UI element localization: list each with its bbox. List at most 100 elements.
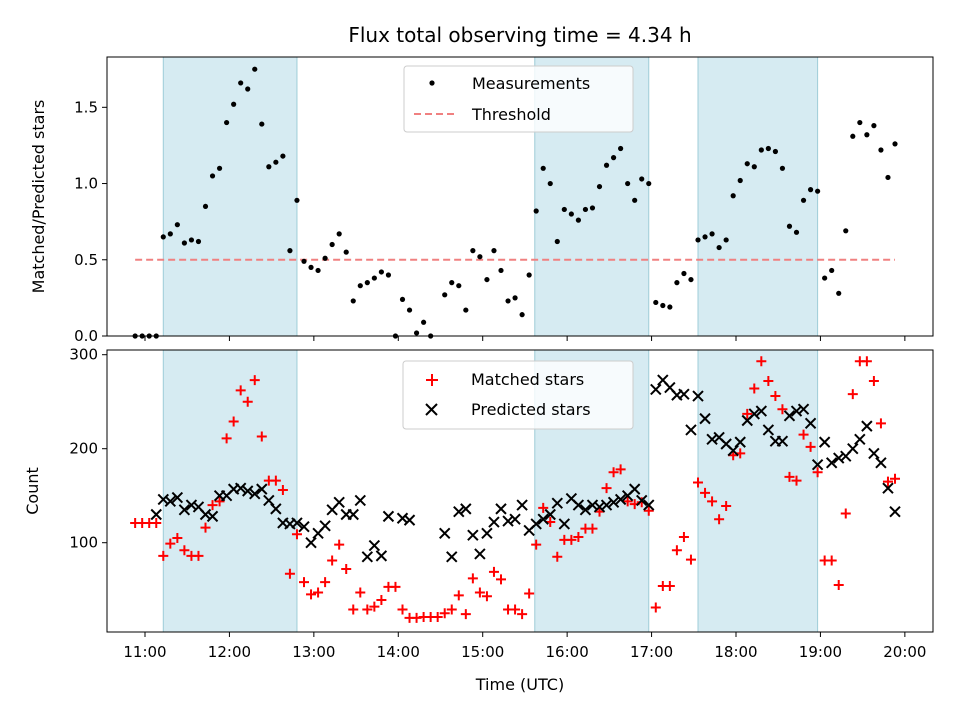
measurement-point: [695, 237, 701, 243]
count-panel: 100 200 300 11:00 12:00 13:00 14:00 15:00 16:00…: [23, 346, 934, 694]
predicted-star-point: [234, 482, 247, 494]
top-shaded-intervals: [162, 56, 819, 337]
x-tick-label: 18:00: [714, 643, 757, 661]
predicted-star-point: [797, 403, 810, 415]
matched-star-point: [249, 375, 260, 386]
predicted-star-point: [495, 503, 507, 515]
matched-star-point: [763, 376, 774, 387]
measurement-point: [477, 254, 483, 260]
matched-star-point: [446, 604, 457, 615]
matched-star-point: [369, 601, 380, 612]
matched-star-point: [355, 587, 366, 598]
measurement-point: [681, 270, 687, 277]
measurement-point: [167, 231, 173, 237]
measurement-point: [653, 299, 659, 306]
top-y-axis-label: Matched/Predicted stars: [29, 100, 48, 294]
predicted-star-point: [833, 452, 845, 464]
matched-star-point: [348, 604, 359, 615]
matched-star-point: [784, 471, 795, 482]
legend-matched-label: Matched stars: [471, 370, 584, 389]
measurement-point: [463, 307, 469, 313]
matched-star-point: [207, 500, 218, 511]
predicted-star-point: [488, 516, 500, 528]
measurement-point: [786, 223, 793, 229]
matched-star-point: [291, 529, 302, 540]
top-x-ticks: [144, 336, 906, 341]
measurement-point: [238, 80, 244, 86]
predicted-star-point: [818, 436, 831, 448]
measurement-point: [357, 283, 363, 289]
x-tick-label: 16:00: [546, 643, 589, 661]
measurement-point: [413, 330, 420, 336]
matched-star-point: [151, 517, 162, 528]
measurement-point: [259, 121, 265, 127]
predicted-star-point: [150, 508, 162, 521]
matched-star-point: [650, 602, 661, 613]
predicted-star-point: [572, 499, 585, 511]
measurement-point: [287, 248, 293, 254]
top-axes-frame: [106, 56, 934, 337]
predicted-star-point: [185, 499, 198, 511]
matched-star-point: [798, 429, 809, 440]
predicted-star-point: [755, 405, 768, 417]
predicted-star-point: [889, 505, 901, 518]
measurement-point: [639, 176, 645, 182]
measurement-point: [554, 238, 560, 245]
predicted-star-point: [263, 494, 275, 507]
matched-star-point: [172, 533, 183, 543]
predicted-star-point: [579, 504, 592, 516]
predicted-star-point: [474, 548, 486, 560]
predicted-star-point: [502, 515, 514, 527]
predicted-star-point: [270, 503, 282, 515]
measurement-point: [224, 119, 230, 126]
predicted-star-point: [481, 527, 493, 540]
predicted-star-point: [762, 424, 775, 436]
predicted-star-point: [875, 457, 887, 469]
measurement-point: [399, 296, 406, 303]
measurement-point: [252, 66, 258, 72]
predicted-star-point: [453, 505, 465, 518]
predicted-star-point: [460, 503, 472, 515]
measurement-point: [266, 164, 272, 170]
matched-star-point: [777, 404, 788, 415]
matched-star-point: [573, 532, 584, 543]
matched-star-point: [742, 408, 753, 419]
measurement-point: [519, 312, 525, 318]
shaded-interval: [162, 56, 298, 337]
matched-star-point: [306, 589, 317, 600]
predicted-star-point: [706, 433, 718, 446]
predicted-star-point: [354, 494, 366, 507]
measurement-point: [174, 222, 180, 228]
predicted-star-point: [396, 512, 409, 524]
matched-star-point: [270, 475, 281, 486]
measurement-point: [807, 187, 814, 193]
top-legend: Measurements Threshold: [403, 65, 634, 133]
measurement-point: [625, 180, 631, 187]
matched-star-point: [622, 496, 633, 507]
predicted-star-point: [375, 550, 388, 562]
measurement-point: [723, 237, 729, 243]
predicted-star-point: [643, 499, 655, 511]
x-axis-label: Time (UTC): [475, 675, 564, 694]
predicted-star-point: [692, 390, 704, 402]
matched-star-point: [812, 467, 823, 478]
bottom-legend: Matched stars Predicted stars: [402, 360, 634, 430]
measurement-point: [871, 123, 877, 129]
predicted-star-point: [516, 499, 528, 511]
matched-star-point: [693, 477, 704, 488]
top-y-tick-label: 1.0: [74, 175, 98, 193]
predicted-star-point: [847, 442, 859, 455]
x-tick-label: 17:00: [630, 643, 673, 661]
measurement-point: [603, 162, 610, 168]
x-tick-label: 19:00: [799, 643, 842, 661]
matched-star-point: [362, 604, 373, 615]
measurement-point: [702, 234, 708, 240]
measurement-point: [406, 307, 413, 313]
measurement-point: [674, 280, 680, 286]
measurement-point: [449, 280, 455, 286]
measurement-point: [209, 173, 216, 179]
bottom-y-axis-label: Count: [23, 467, 42, 515]
predicted-star-point: [776, 435, 789, 447]
matched-star-point: [840, 508, 851, 519]
predicted-star-point: [804, 417, 817, 430]
